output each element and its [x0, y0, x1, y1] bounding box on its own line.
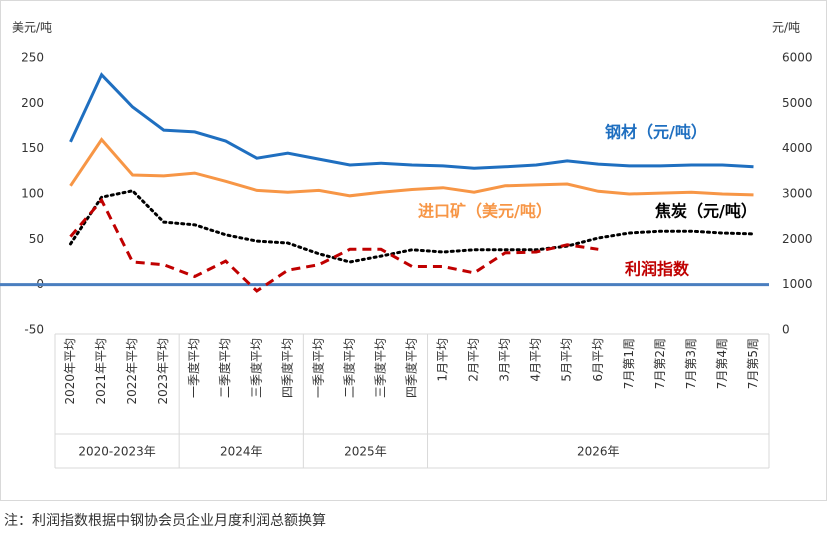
- x-tick-label: 2月平均: [467, 338, 481, 382]
- y-tick-label: 150: [21, 141, 44, 155]
- y2-tick-label: 3000: [782, 187, 813, 201]
- y2-tick-label: 6000: [782, 51, 813, 65]
- y2-tick-label: 0: [782, 323, 790, 337]
- x-tick-label: 四季度平均: [279, 338, 294, 398]
- x-tick-label: 一季度平均: [186, 338, 201, 398]
- x-tick-label: 3月平均: [498, 338, 512, 382]
- series-line: [69, 189, 755, 264]
- series-label: 焦炭（元/吨）: [654, 202, 757, 221]
- series-label: 进口矿（美元/吨）: [418, 202, 552, 221]
- y-tick-label: 100: [21, 187, 44, 201]
- series-label: 利润指数: [625, 260, 690, 279]
- y2-tick-label: 4000: [782, 141, 813, 155]
- x-tick-label: 7月第3周: [684, 338, 698, 389]
- x-tick-label: 4月平均: [529, 338, 543, 382]
- y2-axis-unit: 元/吨: [772, 21, 800, 35]
- x-tick-label: 7月第5周: [746, 338, 760, 389]
- x-group-label: 2020-2023年: [78, 445, 155, 459]
- x-group-label: 2024年: [220, 445, 263, 459]
- x-group-label: 2025年: [344, 445, 387, 459]
- x-tick-label: 7月第4周: [715, 338, 729, 389]
- x-tick-label: 三季度平均: [372, 338, 387, 398]
- x-tick-label: 2023年平均: [156, 338, 170, 405]
- series-line: [69, 137, 754, 198]
- series-line: [69, 72, 754, 170]
- x-tick-label: 一季度平均: [310, 338, 325, 398]
- x-tick-label: 7月第1周: [622, 338, 636, 389]
- series-label: 钢材（元/吨）: [605, 123, 707, 142]
- x-tick-label: 1月平均: [436, 338, 450, 382]
- y-axis-unit: 美元/吨: [12, 21, 52, 35]
- x-tick-label: 2022年平均: [125, 338, 139, 405]
- y-tick-label: 200: [21, 96, 44, 110]
- x-tick-label: 二季度平均: [341, 338, 356, 398]
- chart-border: [0, 0, 827, 501]
- y2-tick-label: 5000: [782, 96, 813, 110]
- y-tick-label: 250: [21, 51, 44, 65]
- x-tick-label: 三季度平均: [248, 338, 263, 398]
- x-tick-label: 6月平均: [591, 338, 605, 382]
- x-tick-label: 2021年平均: [94, 338, 108, 405]
- y2-tick-label: 2000: [782, 232, 813, 246]
- x-tick-label: 7月第2周: [653, 338, 667, 389]
- x-group-label: 2026年: [577, 445, 620, 459]
- x-tick-label: 二季度平均: [217, 338, 232, 398]
- x-tick-label: 2020年平均: [63, 338, 77, 405]
- y-tick-label: 50: [29, 232, 44, 246]
- series-line: [69, 197, 599, 293]
- footnote: 注：利润指数根据中钢协会员企业月度利润总额换算: [4, 512, 326, 529]
- x-tick-label: 四季度平均: [404, 338, 419, 398]
- x-tick-label: 5月平均: [560, 338, 574, 382]
- y-tick-label: -50: [24, 323, 44, 337]
- y2-tick-label: 1000: [782, 277, 813, 291]
